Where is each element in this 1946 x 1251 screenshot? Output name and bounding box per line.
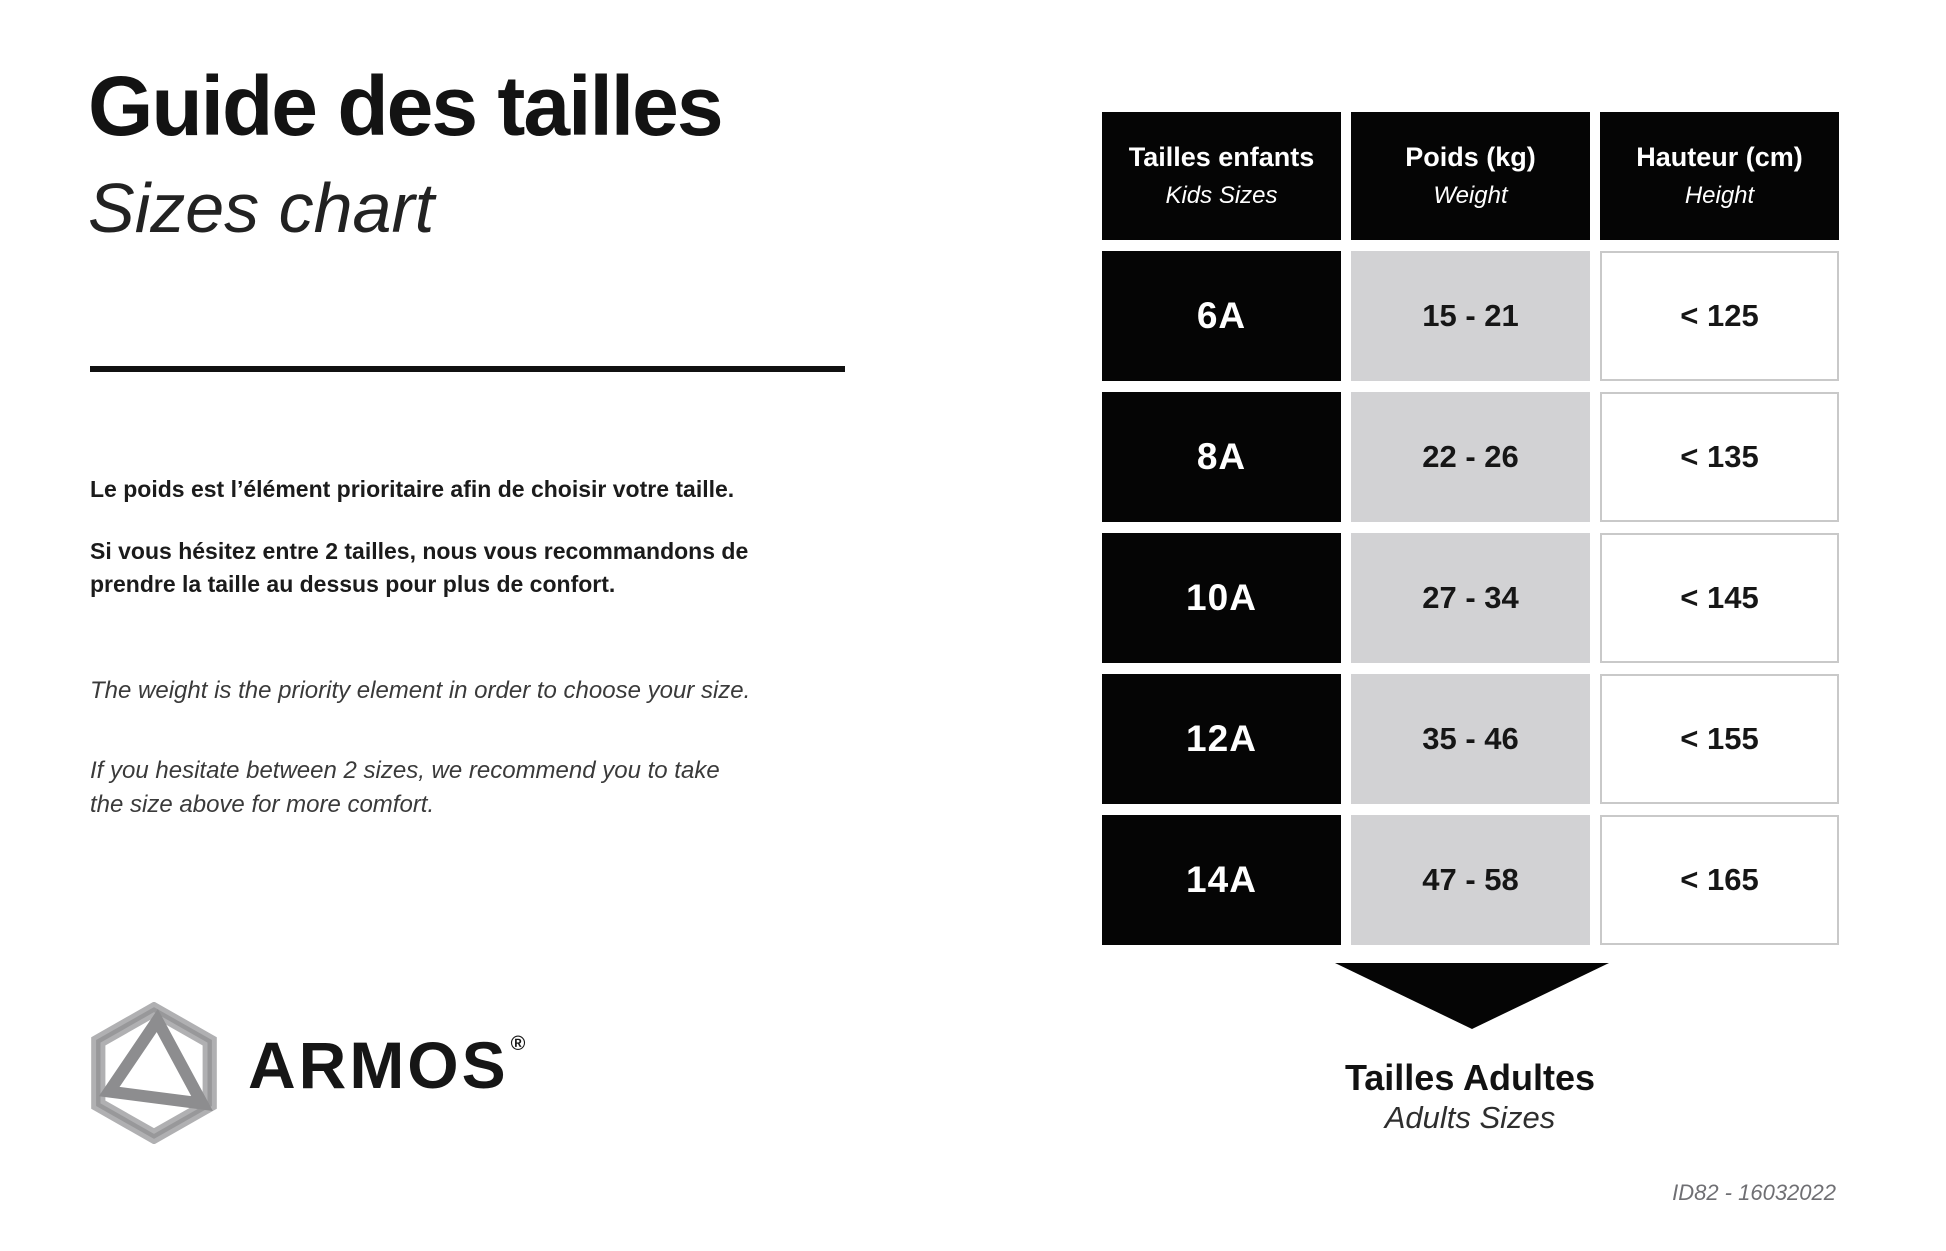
size-cell: 8A (1102, 392, 1341, 522)
adults-sizes-fr: Tailles Adultes (1344, 1057, 1596, 1098)
size-cell: 10A (1102, 533, 1341, 663)
size-cell: 6A (1102, 251, 1341, 381)
fr-paragraph-hesitate: Si vous hésitez entre 2 tailles, nous vo… (90, 538, 749, 597)
weight-cell: 47 - 58 (1351, 815, 1590, 945)
height-cell: < 135 (1600, 392, 1839, 522)
page-title: Guide des tailles (88, 59, 724, 153)
table-header-height: Hauteur (cm) Height (1600, 112, 1839, 240)
height-cell: < 125 (1600, 251, 1839, 381)
document-id: ID82 - 16032022 (1672, 1180, 1836, 1205)
down-arrow-icon (1335, 963, 1609, 1029)
size-cell: 12A (1102, 674, 1341, 804)
weight-cell: 27 - 34 (1351, 533, 1590, 663)
height-cell: < 145 (1600, 533, 1839, 663)
height-cell: < 165 (1600, 815, 1839, 945)
weight-cell: 35 - 46 (1351, 674, 1590, 804)
height-cell: < 155 (1600, 674, 1839, 804)
brand-wordmark: ARMOS ® (248, 1028, 526, 1102)
page-subtitle: Sizes chart (88, 169, 435, 247)
armos-logo-icon (88, 1002, 220, 1144)
kids-sizes-table: Tailles enfants Kids Sizes Poids (kg) We… (1102, 112, 1839, 945)
table-header-weight: Poids (kg) Weight (1351, 112, 1590, 240)
size-cell: 14A (1102, 815, 1341, 945)
registered-trademark-icon: ® (510, 1033, 526, 1055)
table-header-kids-sizes: Tailles enfants Kids Sizes (1102, 112, 1341, 240)
en-paragraph-weight: The weight is the priority element in or… (90, 677, 751, 704)
weight-cell: 15 - 21 (1351, 251, 1590, 381)
brand-block: ARMOS ® (88, 1002, 525, 1144)
adults-sizes-en: Adults Sizes (1384, 1100, 1556, 1136)
weight-cell: 22 - 26 (1351, 392, 1590, 522)
en-paragraph-hesitate: If you hesitate between 2 sizes, we reco… (90, 757, 720, 819)
adults-sizes-label: Tailles Adultes Adults Sizes (1102, 1056, 1838, 1136)
fr-paragraph-weight: Le poids est l’élément prioritaire afin … (90, 476, 735, 502)
divider (90, 366, 845, 372)
